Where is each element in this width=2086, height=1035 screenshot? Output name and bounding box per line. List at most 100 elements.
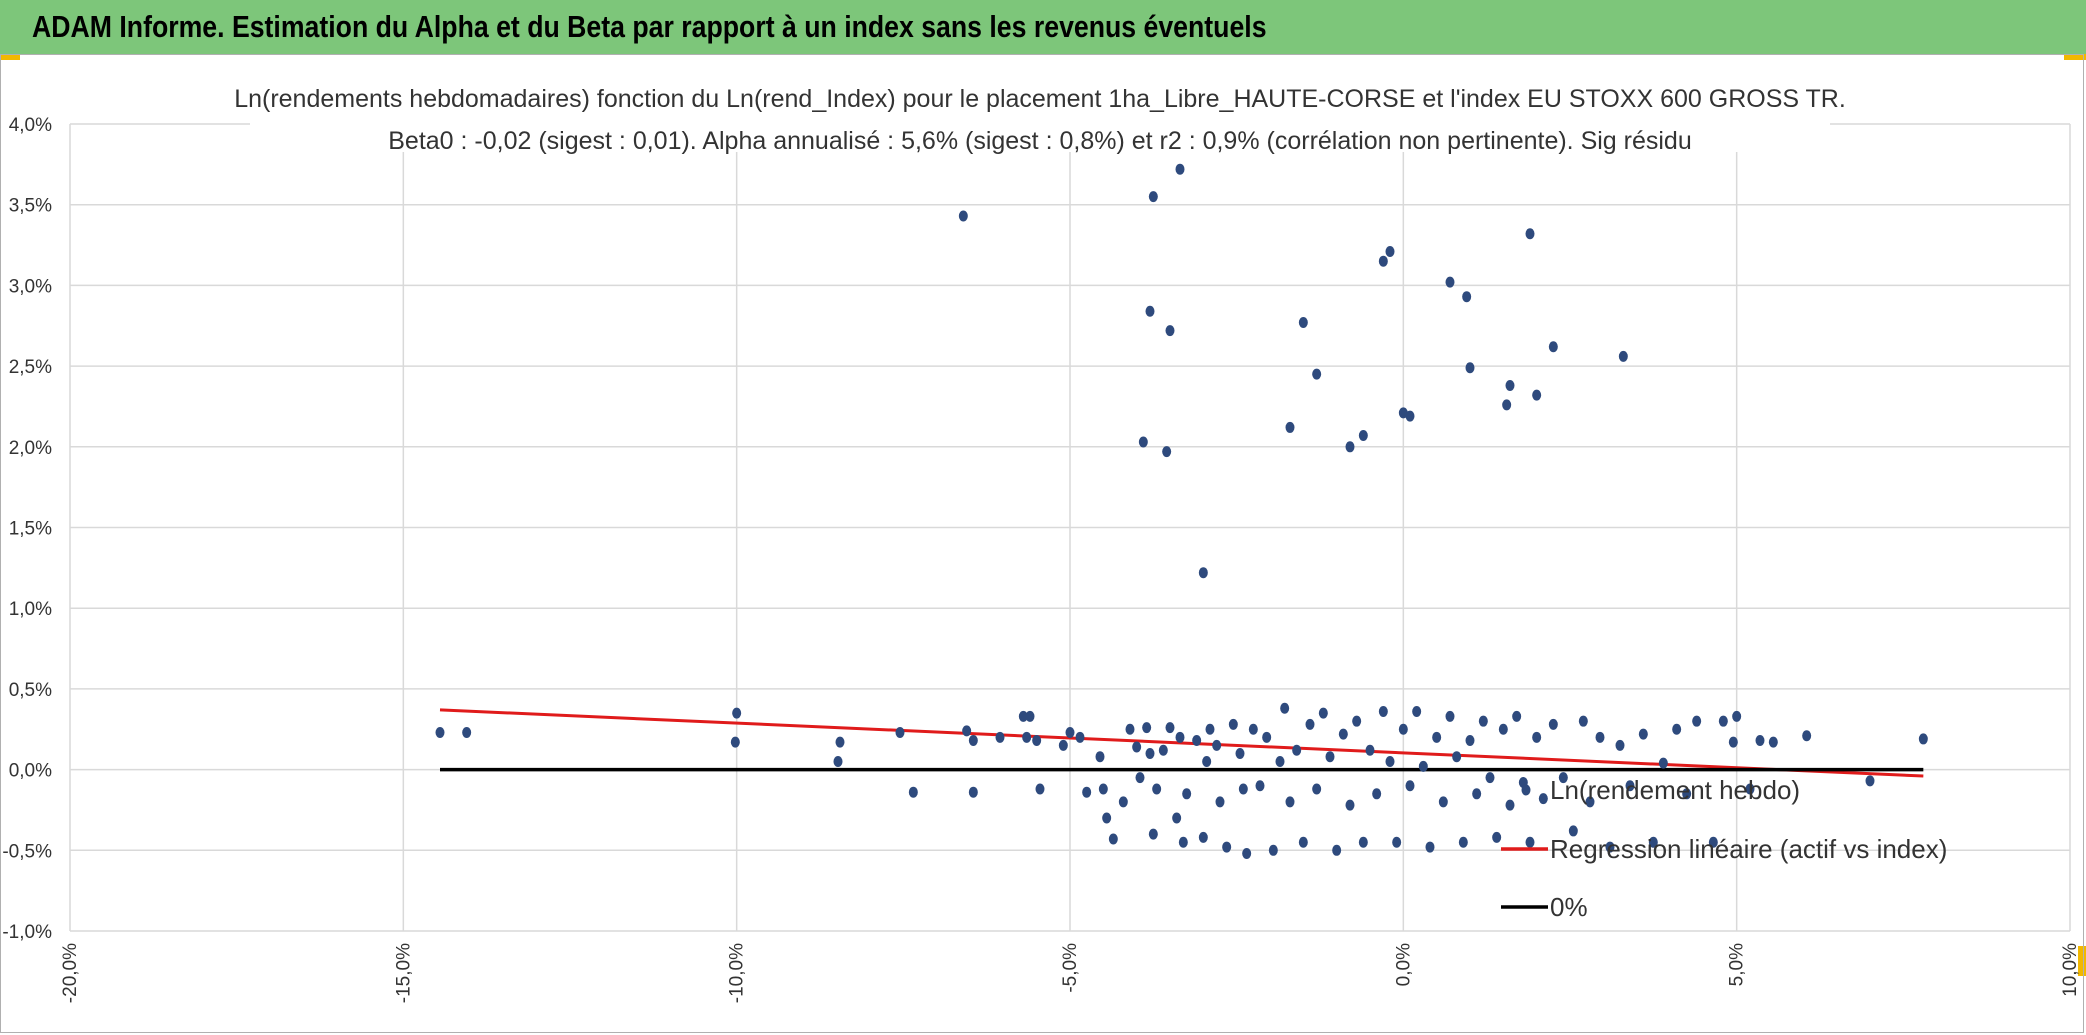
scatter-point: [1865, 775, 1875, 787]
legend-label: 0%: [1550, 892, 1588, 922]
scatter-point: [833, 756, 843, 768]
scatter-point: [1372, 788, 1382, 800]
scatter-point: [730, 736, 740, 748]
scatter-point: [1418, 760, 1428, 772]
scatter-point: [1658, 757, 1668, 769]
legend-label: Ln(rendement hebdo): [1550, 775, 1800, 805]
scatter-point: [1192, 735, 1202, 747]
x-tick-label: -20,0%: [60, 943, 81, 1003]
scatter-point: [1648, 836, 1658, 848]
scatter-point: [1532, 731, 1542, 743]
scatter-point: [1238, 783, 1248, 795]
scatter-point: [1445, 276, 1455, 288]
corner-accent-left: [0, 54, 20, 60]
scatter-point: [1228, 718, 1238, 730]
chart-title: Ln(rendements hebdomadaires) fonction du…: [234, 85, 1846, 113]
scatter-point: [1032, 735, 1042, 747]
scatter-point: [1672, 723, 1682, 735]
scatter-point: [1198, 831, 1208, 843]
scatter-point: [1378, 255, 1388, 267]
legend-marker-points: [1521, 784, 1531, 796]
x-tick-label: -10,0%: [727, 943, 748, 1003]
scatter-point: [1298, 836, 1308, 848]
scatter-point: [1458, 836, 1468, 848]
x-tick-label: 10,0%: [2060, 943, 2081, 997]
grid-lines: [69, 123, 2071, 932]
title-background: [250, 80, 1830, 152]
scatter-point: [1452, 751, 1462, 763]
scatter-point: [1035, 783, 1045, 795]
scatter-point: [462, 726, 472, 738]
scatter-point: [1025, 710, 1035, 722]
scatter-point: [1732, 710, 1742, 722]
scatter-point: [1018, 710, 1028, 722]
scatter-point: [1532, 389, 1542, 401]
scatter-point: [1285, 796, 1295, 808]
scatter-point: [1102, 812, 1112, 824]
scatter-point: [435, 726, 445, 738]
scatter-point: [1145, 747, 1155, 759]
scatter-point: [1345, 799, 1355, 811]
scatter-point: [1255, 780, 1265, 792]
scatter-point: [1548, 341, 1558, 353]
scatter-point: [968, 786, 978, 798]
scatter-point: [1108, 833, 1118, 845]
scatter-point: [1332, 844, 1342, 856]
scatter-chart: -1,0% -0,5% 0,0% 0,5% 1,0% 1,5% 2,0% 2,5% 3,0% 3,…: [2, 80, 2081, 1003]
scatter-point: [1538, 793, 1548, 805]
y-tick-label: -0,5%: [2, 841, 52, 862]
scatter-point: [1385, 246, 1395, 258]
scatter-point: [1605, 841, 1615, 853]
scatter-point: [1312, 783, 1322, 795]
scatter-point: [1148, 191, 1158, 203]
y-tick-label: 2,0%: [9, 438, 52, 459]
y-axis-labels: -1,0% -0,5% 0,0% 0,5% 1,0% 1,5% 2,0% 2,5% 3,0% 3,…: [2, 115, 52, 943]
scatter-point: [1212, 739, 1222, 751]
scatter-point: [1485, 772, 1495, 784]
scatter-point: [1175, 731, 1185, 743]
scatter-point: [908, 786, 918, 798]
corner-accent-bottom-right: [2078, 946, 2086, 976]
scatter-point: [1142, 722, 1152, 734]
y-tick-label: 2,5%: [9, 357, 52, 378]
scatter-point: [1125, 723, 1135, 735]
x-axis-labels: -20,0% -15,0% -10,0% -5,0% 0,0% 5,0% 10,0%: [60, 943, 2081, 1003]
scatter-point: [1075, 731, 1085, 743]
scatter-point: [1172, 812, 1182, 824]
x-tick-label: -5,0%: [1060, 943, 1081, 993]
scatter-point: [1802, 730, 1812, 742]
corner-accent-right: [2064, 54, 2086, 60]
scatter-point: [1578, 715, 1588, 727]
scatter-point: [835, 736, 845, 748]
scatter-point: [1222, 841, 1232, 853]
chart-subtitle: Beta0 : -0,02 (sigest : 0,01). Alpha ann…: [388, 127, 1692, 155]
scatter-point: [1525, 228, 1535, 240]
scatter-point: [1498, 723, 1508, 735]
scatter-point: [1275, 756, 1285, 768]
scatter-point: [1502, 399, 1512, 411]
scatter-point: [1145, 305, 1155, 317]
scatter-point: [1405, 780, 1415, 792]
scatter-point: [1202, 756, 1212, 768]
x-tick-label: 5,0%: [1727, 943, 1748, 986]
scatter-point: [1098, 783, 1108, 795]
scatter-point: [1728, 736, 1738, 748]
scatter-point: [1618, 350, 1628, 362]
scatter-point: [1242, 848, 1252, 860]
scatter-point: [1638, 728, 1648, 740]
scatter-point: [1058, 739, 1068, 751]
scatter-point: [1525, 836, 1535, 848]
scatter-point: [1465, 362, 1475, 374]
scatter-point: [1280, 702, 1290, 714]
scatter-point: [1445, 710, 1455, 722]
series-lines: [439, 708, 1924, 778]
report-title: ADAM Informe. Estimation du Alpha et du …: [32, 9, 1267, 44]
y-tick-label: -1,0%: [2, 922, 52, 943]
scatter-point: [1248, 723, 1258, 735]
scatter-point: [1462, 291, 1472, 303]
y-tick-label: 4,0%: [9, 115, 52, 136]
scatter-point: [1918, 733, 1928, 745]
scatter-point: [1465, 735, 1475, 747]
scatter-point: [1175, 163, 1185, 175]
scatter-point: [1178, 836, 1188, 848]
